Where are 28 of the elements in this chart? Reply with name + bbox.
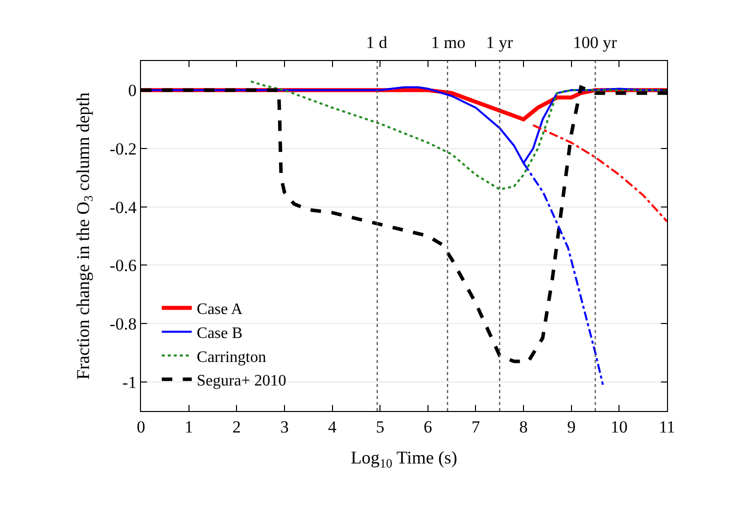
x-axis-title: Log$_{10}$ Time (s) [350, 448, 458, 470]
y-tick-label: -0.2 [110, 139, 137, 158]
legend-label: Case A [196, 301, 243, 318]
x-tick-label: 2 [232, 417, 241, 436]
y-tick-label: 0 [128, 81, 137, 100]
y-tick-label: -0.8 [110, 314, 137, 334]
x-tick-label: 8 [519, 417, 528, 436]
y-tick-label: -1 [122, 372, 137, 392]
x-tick-label: 9 [567, 417, 576, 436]
x-tick-label: 4 [328, 417, 338, 436]
ref-line-label: 1 d [366, 33, 388, 52]
x-tick-label: 3 [280, 417, 289, 436]
ref-line-label: 100 yr [573, 33, 618, 52]
legend-label: Carrington [196, 348, 266, 366]
y-tick-label: -0.4 [110, 198, 138, 217]
line-series [250, 80, 667, 190]
x-tick-label: 11 [658, 417, 676, 436]
ref-line-label: 1 mo [431, 33, 466, 52]
x-tick-label: 5 [376, 417, 384, 436]
ref-line-label: 1 yr [486, 33, 514, 52]
x-tick-label: 6 [424, 417, 432, 436]
legend-label: Case B [196, 324, 243, 342]
x-tick-label: 10 [610, 417, 628, 436]
y-tick-label: -0.6 [110, 256, 137, 276]
x-tick-label: 1 [184, 417, 194, 436]
x-tick-label: 7 [471, 417, 480, 436]
legend-label: Segura+ 2010 [196, 372, 286, 390]
line-series [532, 124, 667, 222]
